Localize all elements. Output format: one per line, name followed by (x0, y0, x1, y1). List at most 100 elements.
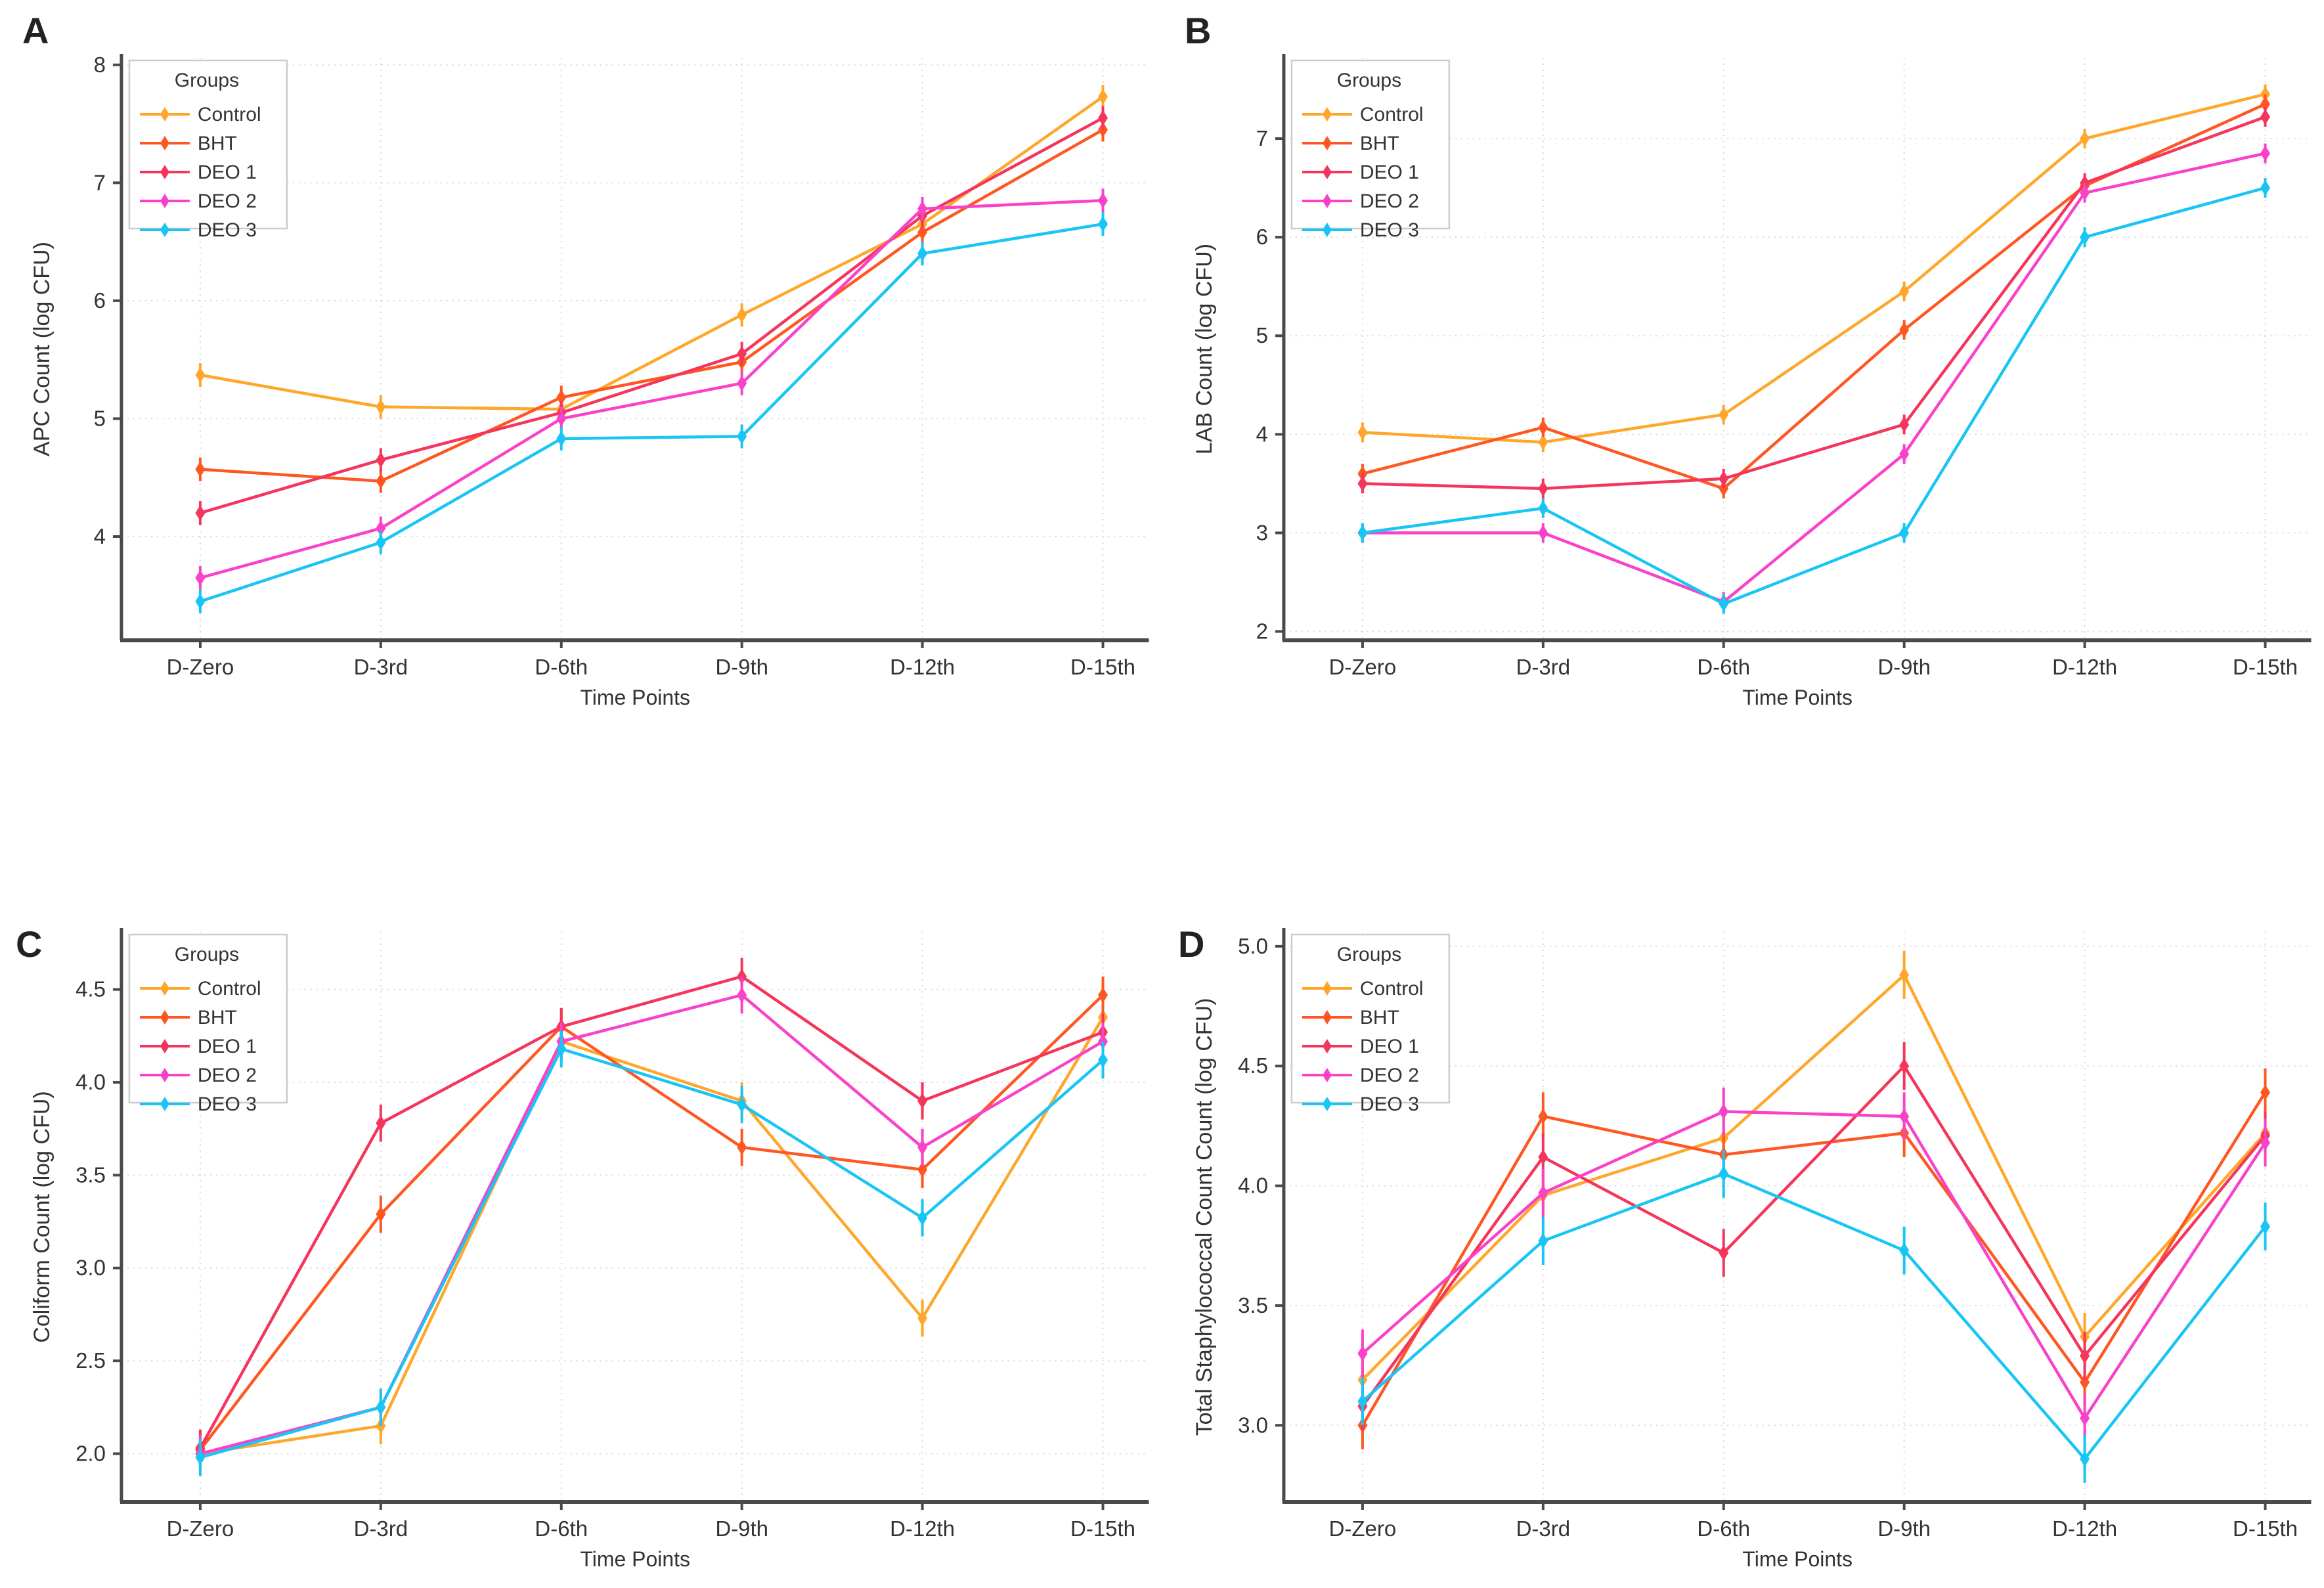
y-tick-label: 4.0 (1238, 1174, 1268, 1198)
data-point-marker (917, 246, 928, 262)
data-point-marker (1357, 1393, 1367, 1409)
series-control (1357, 84, 2270, 452)
data-point-marker (376, 520, 386, 537)
y-tick-label: 2.0 (76, 1441, 106, 1465)
x-axis-label: Time Points (1742, 1547, 1853, 1571)
data-point-marker (1898, 283, 1909, 299)
y-tick-label: 4.5 (1238, 1053, 1268, 1078)
series-control (195, 85, 1108, 422)
legend-marker (1322, 165, 1332, 179)
y-tick-label: 2 (1256, 619, 1267, 643)
x-tick-label: D-6th (535, 1516, 588, 1541)
panel-B-chart: 2 3 4 5 6 7 D-Zero D-3rd D-6th D-9th D-12th D-15th T… (1184, 10, 2312, 709)
data-point-marker (2079, 1451, 2090, 1467)
data-point-marker (1898, 967, 1909, 983)
data-point-marker (917, 200, 928, 217)
panel-B: 2 3 4 5 6 7 D-Zero D-3rd D-6th D-9th D-12th D-15th T… (1162, 0, 2324, 794)
legend-label: DEO 3 (1359, 219, 1418, 241)
data-point-marker (2260, 1218, 2270, 1235)
data-point-marker (376, 534, 386, 550)
legend-marker (1322, 107, 1332, 121)
legend-marker (1322, 981, 1332, 996)
data-point-marker (1098, 192, 1108, 209)
panel-letter: C (16, 923, 42, 965)
series-line (200, 128, 1104, 483)
legend-label: DEO 1 (198, 162, 257, 183)
legend-entry: Control (1302, 978, 1423, 1000)
legend-label: DEO 1 (1359, 1036, 1418, 1057)
legend-title: Groups (1336, 944, 1401, 965)
legend-label: BHT (1359, 1007, 1399, 1028)
x-axis-label: Time Points (1742, 686, 1853, 709)
y-tick-label: 4 (1256, 422, 1267, 446)
data-point-marker (2260, 109, 2270, 125)
data-point-marker (917, 1210, 928, 1226)
y-tick-label: 3.5 (1238, 1293, 1268, 1317)
data-point-marker (195, 461, 206, 477)
legend-marker (1322, 1010, 1332, 1025)
legend-label: DEO 1 (1359, 162, 1418, 183)
legend: Groups Control BHT DEO 1 DEO 2 DEO 3 (1290, 59, 1450, 241)
x-tick-label: D-15th (2233, 655, 2298, 679)
legend-entry: DEO 3 (139, 219, 257, 241)
legend-label: DEO 3 (1359, 1093, 1418, 1115)
x-tick-label: D-9th (1877, 1516, 1931, 1541)
data-point-marker (917, 1093, 928, 1109)
series-deo-1 (195, 106, 1108, 525)
legend-entry: DEO 1 (1302, 162, 1418, 183)
data-point-marker (1718, 407, 1728, 423)
data-point-marker (376, 1206, 386, 1222)
x-tick-label: D-6th (1697, 655, 1750, 679)
x-tick-label: D-9th (715, 655, 768, 679)
legend: Groups Control BHT DEO 1 DEO 2 DEO 3 (128, 59, 288, 241)
y-tick-label: 5 (94, 406, 106, 430)
x-tick-label: D-6th (1697, 1516, 1750, 1541)
legend-marker (1322, 1097, 1332, 1111)
series-bht (195, 976, 1108, 1469)
series-line (200, 1016, 1105, 1455)
panel-letter: A (22, 10, 49, 51)
x-tick-label: D-Zero (167, 655, 234, 679)
legend-label: Control (1359, 978, 1423, 1000)
legend-title: Groups (175, 70, 239, 91)
data-point-marker (1537, 480, 1548, 496)
x-tick-label: D-9th (1877, 655, 1931, 679)
data-point-marker (1718, 1245, 1728, 1261)
x-tick-label: D-15th (1070, 655, 1135, 679)
x-tick-label: D-Zero (167, 1516, 234, 1541)
legend-entry: BHT (1302, 133, 1399, 154)
data-point-marker (2079, 131, 2090, 147)
legend-label: Control (198, 104, 261, 125)
legend-entry: DEO 2 (1302, 190, 1418, 212)
gridlines (1283, 58, 2312, 640)
series-line (1362, 186, 2266, 606)
y-tick-label: 3.0 (1238, 1413, 1268, 1437)
data-point-marker (1357, 475, 1367, 492)
data-point-marker (2260, 180, 2270, 196)
legend-entry: DEO 1 (139, 162, 257, 183)
series-line (200, 993, 1104, 1455)
y-tick-label: 4 (94, 524, 106, 548)
panel-C: 2.0 2.5 3.0 3.5 4.0 4.5 D-Zero D-3rd D-6th D-9th D… (0, 794, 1162, 1588)
series-line (200, 1047, 1105, 1459)
legend-entry: Control (1302, 104, 1423, 125)
data-point-marker (917, 1139, 928, 1155)
x-tick-label: D-15th (2233, 1516, 2298, 1541)
data-point-marker (195, 593, 206, 609)
y-tick-label: 5.0 (1238, 934, 1268, 958)
data-point-marker (2260, 1084, 2270, 1101)
series-line (1361, 1110, 2266, 1420)
data-point-marker (1098, 987, 1108, 1004)
data-point-marker (737, 307, 747, 323)
x-tick-label: D-3rd (1516, 1516, 1569, 1541)
data-point-marker (1898, 322, 1909, 338)
legend-entry: DEO 3 (1302, 219, 1418, 241)
series-deo-2 (1357, 143, 2270, 612)
y-axis-label: Coliform Count (log CFU) (30, 1091, 55, 1342)
series-deo-2 (1357, 1088, 2270, 1442)
y-tick-label: 7 (94, 170, 106, 194)
legend-entry: BHT (139, 1007, 237, 1028)
legend-title: Groups (1336, 70, 1401, 91)
series-deo-3 (195, 1030, 1108, 1476)
